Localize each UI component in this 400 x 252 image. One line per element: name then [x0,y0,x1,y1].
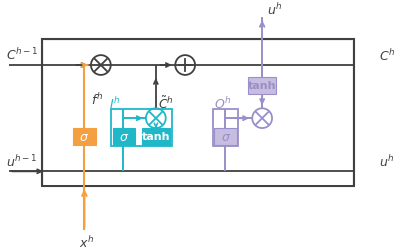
Text: $f^h$: $f^h$ [91,92,103,108]
FancyBboxPatch shape [214,129,237,145]
Text: $u^{h-1}$: $u^{h-1}$ [6,154,37,169]
Text: $C^h$: $C^h$ [380,48,396,64]
FancyBboxPatch shape [42,40,354,186]
Text: $u^h$: $u^h$ [266,2,282,18]
FancyBboxPatch shape [248,77,276,94]
Text: tanh: tanh [142,132,170,142]
Text: $O^h$: $O^h$ [214,96,232,111]
FancyBboxPatch shape [73,129,96,145]
Bar [111,110,172,146]
Text: $u^h$: $u^h$ [380,154,395,169]
Text: $\sigma$: $\sigma$ [79,131,90,143]
Text: $x^h$: $x^h$ [78,234,94,250]
Text: $C^{h-1}$: $C^{h-1}$ [6,47,38,63]
FancyBboxPatch shape [142,129,170,145]
Text: $\tilde{C}^h$: $\tilde{C}^h$ [158,95,174,111]
Bar [213,110,238,146]
FancyBboxPatch shape [44,42,352,185]
Text: $\sigma$: $\sigma$ [119,131,129,143]
Text: $I^h$: $I^h$ [109,96,120,111]
Text: tanh: tanh [248,81,276,91]
Text: $\sigma$: $\sigma$ [221,131,231,143]
FancyBboxPatch shape [112,129,135,145]
